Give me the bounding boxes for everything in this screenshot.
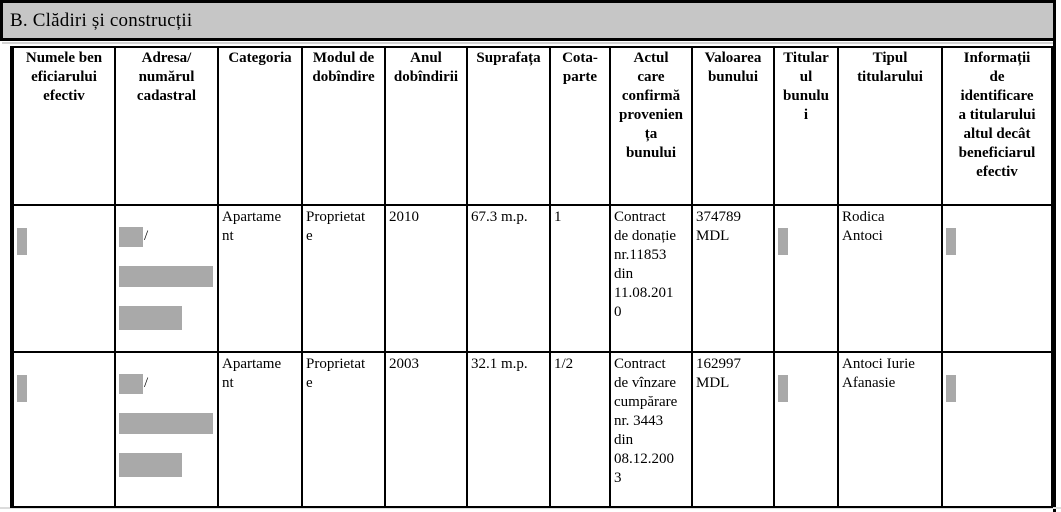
cell-share: 1/2 — [549, 351, 611, 508]
cell-confirming-act: Contract de donație nr.11853 din 11.08.2… — [609, 204, 693, 353]
redaction-block — [17, 228, 27, 255]
header-id-info: Informații de identificare a titularului… — [941, 46, 1053, 206]
scan-artifact-line — [0, 507, 1061, 509]
buildings-table: Numele ben eficiarului efectiv Adresa/ n… — [10, 46, 1053, 508]
cell-category: Apartame nt — [217, 351, 303, 508]
page-right-border — [1053, 0, 1056, 512]
redaction-block — [17, 375, 27, 402]
header-acquisition-year: Anul dobîndirii — [384, 46, 468, 206]
section-title-bar: B. Clădiri și construcții — [0, 0, 1056, 41]
header-value: Valoarea bunului — [691, 46, 775, 206]
redaction-block — [119, 413, 213, 434]
cell-share: 1 — [549, 204, 611, 353]
cell-surface: 32.1 m.p. — [466, 351, 551, 508]
cell-owner — [773, 204, 839, 353]
table-row: / Apartame nt Proprietat e 2010 67.3 m.p… — [11, 204, 1053, 353]
redaction-block — [778, 375, 788, 402]
redaction-block — [778, 228, 788, 255]
redaction-block — [119, 453, 182, 477]
cell-acquisition-year: 2003 — [384, 351, 468, 508]
header-acquisition-mode: Modul de dobîndire — [301, 46, 386, 206]
redaction-block — [119, 227, 143, 247]
header-category: Categoria — [217, 46, 303, 206]
cell-owner-type: Rodica Antoci — [837, 204, 943, 353]
section-title: B. Clădiri și construcții — [10, 9, 193, 31]
cell-id-info — [941, 351, 1053, 508]
address-slash: / — [144, 228, 149, 244]
cell-acquisition-mode: Proprietat e — [301, 351, 386, 508]
cell-surface: 67.3 m.p. — [466, 204, 551, 353]
table-row: / Apartame nt Proprietat e 2003 32.1 m.p… — [11, 351, 1053, 508]
cell-category: Apartame nt — [217, 204, 303, 353]
header-owner-type: Tipul titularului — [837, 46, 943, 206]
header-surface: Suprafața — [466, 46, 551, 206]
cell-value: 162997 MDL — [691, 351, 775, 508]
cell-id-info — [941, 204, 1053, 353]
header-confirming-act: Actul care confirmă provenien ța bunului — [609, 46, 693, 206]
cell-beneficiary — [11, 351, 116, 508]
redaction-block — [119, 266, 213, 287]
cell-value: 374789 MDL — [691, 204, 775, 353]
cell-owner — [773, 351, 839, 508]
cell-acquisition-year: 2010 — [384, 204, 468, 353]
redaction-block — [119, 306, 182, 330]
scan-artifact-line — [2, 42, 1053, 44]
cell-owner-type: Antoci Iurie Afanasie — [837, 351, 943, 508]
table-header-row: Numele ben eficiarului efectiv Adresa/ n… — [11, 46, 1053, 206]
address-slash: / — [144, 375, 149, 391]
cell-beneficiary — [11, 204, 116, 353]
cell-address: / — [114, 204, 219, 353]
cell-address: / — [114, 351, 219, 508]
redaction-block — [946, 228, 956, 255]
redaction-block — [946, 375, 956, 402]
cell-acquisition-mode: Proprietat e — [301, 204, 386, 353]
header-owner: Titular ul bunulu i — [773, 46, 839, 206]
header-share: Cota- parte — [549, 46, 611, 206]
cell-confirming-act: Contract de vînzare cumpărare nr. 3443 d… — [609, 351, 693, 508]
header-address: Adresa/ numărul cadastral — [114, 46, 219, 206]
header-beneficiary: Numele ben eficiarului efectiv — [11, 46, 116, 206]
redaction-block — [119, 374, 143, 394]
